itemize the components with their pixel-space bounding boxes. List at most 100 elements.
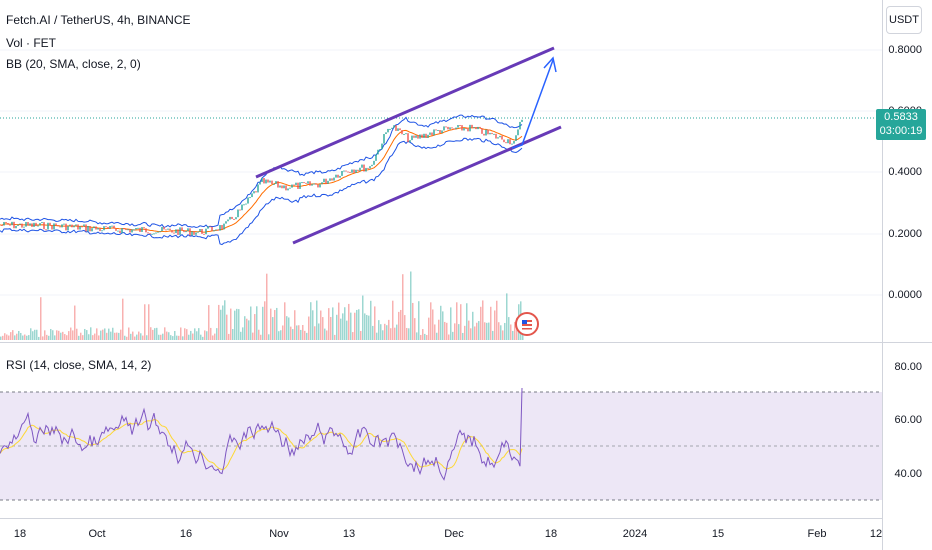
volume-bar	[202, 336, 204, 340]
candle	[183, 230, 185, 233]
candle	[507, 139, 509, 144]
projection-arrowhead	[543, 56, 557, 73]
candle	[505, 142, 507, 144]
volume-bar	[276, 307, 278, 340]
volume-bar	[338, 302, 340, 340]
volume-bar	[376, 332, 378, 340]
candle	[185, 231, 187, 233]
volume-bar	[52, 330, 54, 340]
volume-bar	[34, 329, 36, 340]
candle	[391, 127, 393, 129]
candle	[305, 182, 307, 184]
candle	[279, 185, 281, 188]
candle	[37, 225, 39, 227]
candle	[15, 225, 17, 229]
currency-button[interactable]: USDT	[886, 6, 922, 34]
candle	[175, 229, 177, 234]
bar-countdown: 03:00:19	[879, 125, 923, 137]
volume-bar	[300, 329, 302, 340]
volume-bar	[272, 317, 274, 340]
candle	[297, 182, 299, 189]
volume-bar	[398, 311, 400, 340]
candle	[73, 225, 75, 228]
volume-bar	[318, 323, 320, 340]
volume-bar	[196, 331, 198, 340]
volume-legend[interactable]: Vol · FET	[6, 36, 57, 50]
candle	[435, 129, 437, 131]
volume-bar	[150, 327, 152, 340]
volume-bar	[480, 306, 482, 340]
pane-separator[interactable]	[0, 342, 932, 343]
volume-bar	[162, 333, 164, 340]
time-tick: 13	[342, 528, 356, 540]
volume-bar	[306, 332, 308, 340]
volume-bar	[108, 328, 110, 340]
candle	[325, 178, 327, 184]
candle	[433, 129, 435, 136]
candle	[395, 125, 397, 131]
volume-bar	[188, 334, 190, 340]
candle	[381, 143, 383, 150]
volume-bar	[114, 332, 116, 340]
candle	[253, 191, 255, 194]
volume-bar	[448, 334, 450, 340]
volume-bar	[88, 334, 90, 340]
volume-bar	[58, 330, 60, 340]
candle	[151, 233, 153, 235]
rsi-tick: 40.00	[894, 468, 922, 480]
time-tick: 16	[179, 528, 193, 540]
candle	[439, 130, 441, 134]
symbol-title[interactable]: Fetch.AI / TetherUS, 4h, BINANCE	[6, 13, 191, 27]
volume-bar	[466, 303, 468, 340]
candle	[369, 166, 371, 169]
candle	[375, 154, 377, 161]
candle	[373, 160, 375, 165]
volume-bar	[208, 305, 210, 340]
candle	[159, 231, 161, 233]
volume-bar	[94, 333, 96, 340]
volume-bar	[122, 298, 124, 340]
volume-bar	[30, 328, 32, 340]
volume-bar	[152, 329, 154, 340]
rsi-legend[interactable]: RSI (14, close, SMA, 14, 2)	[6, 358, 152, 372]
candle	[399, 128, 401, 131]
volume-bar	[494, 310, 496, 340]
main-chart[interactable]	[0, 0, 882, 342]
candle	[115, 228, 117, 231]
volume-bar	[510, 324, 512, 340]
volume-bar	[492, 330, 494, 340]
candle	[343, 170, 345, 172]
volume-bar	[298, 325, 300, 340]
candle	[477, 126, 479, 130]
volume-bar	[284, 302, 286, 340]
candle	[255, 191, 257, 193]
candle	[349, 171, 351, 173]
candle	[307, 181, 309, 184]
volume-bar	[366, 314, 368, 340]
candle	[323, 178, 325, 183]
candle	[121, 228, 123, 234]
volume-bar	[388, 319, 390, 340]
candle	[47, 222, 49, 230]
volume-bar	[392, 300, 394, 340]
volume-bar	[54, 335, 56, 340]
volume-bar	[410, 271, 412, 340]
candle	[59, 226, 61, 228]
volume-bar	[286, 316, 288, 340]
rsi-chart[interactable]	[0, 343, 882, 518]
candle	[327, 180, 329, 184]
volume-bar	[350, 312, 352, 340]
candle	[287, 188, 289, 191]
volume-bar	[440, 305, 442, 340]
bb-legend[interactable]: BB (20, SMA, close, 2, 0)	[6, 57, 141, 71]
candle	[95, 226, 97, 230]
volume-bar	[128, 327, 130, 340]
candle	[257, 184, 259, 193]
volume-bar	[418, 301, 420, 340]
volume-bar	[370, 300, 372, 340]
volume-bar	[430, 302, 432, 340]
earnings-flag-icon[interactable]	[515, 312, 539, 336]
candle	[31, 223, 33, 227]
volume-bar	[472, 311, 474, 340]
candle	[303, 182, 305, 184]
